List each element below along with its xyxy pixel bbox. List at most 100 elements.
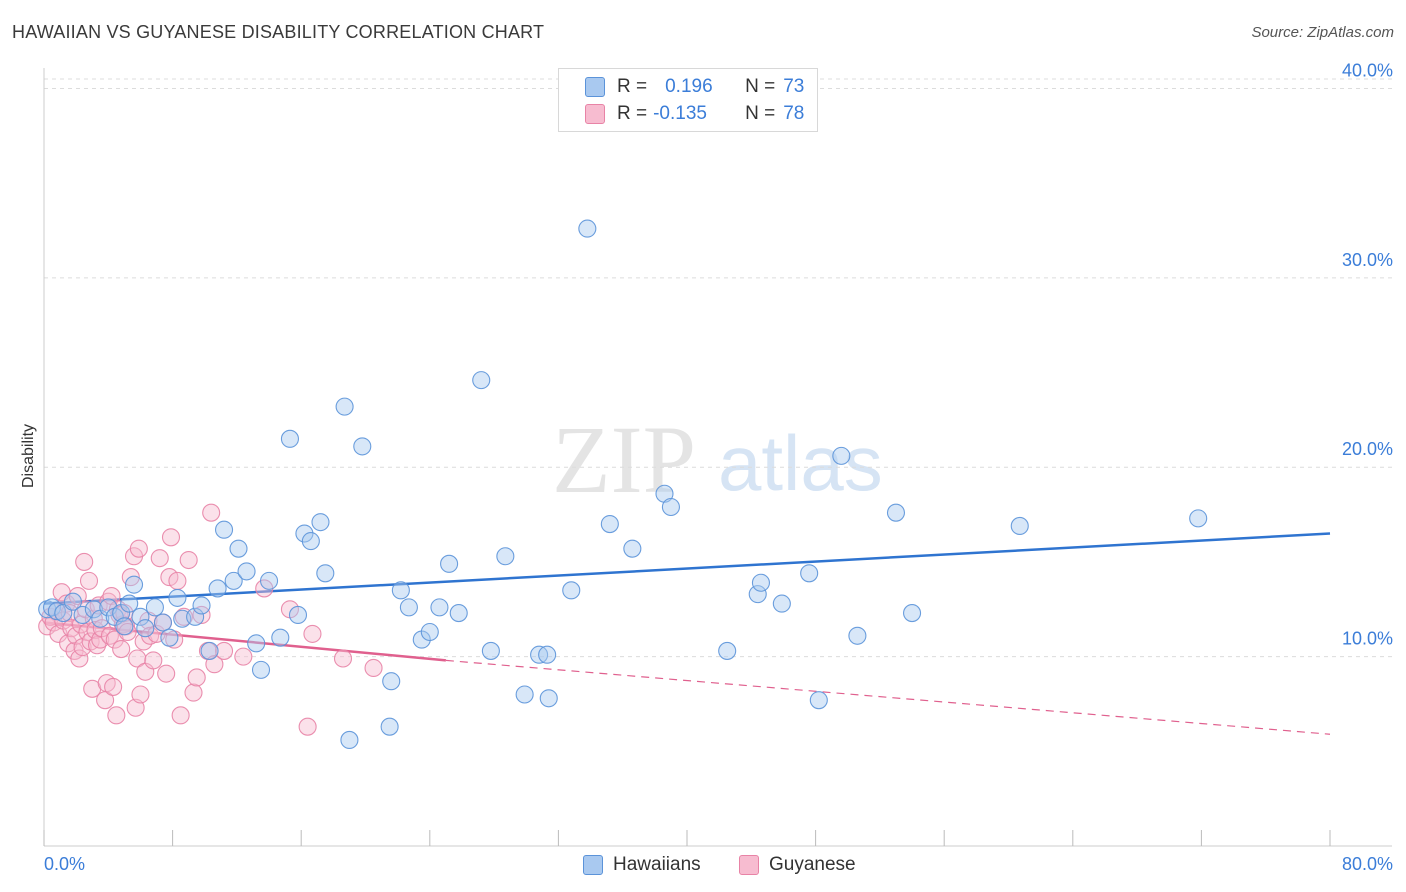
guyanese-point <box>107 706 126 725</box>
hawaiians-point <box>200 641 219 660</box>
hawaiians-point <box>449 604 468 623</box>
hawaiians-point <box>751 573 770 592</box>
hawaiians-point <box>623 539 642 558</box>
hawaiians-point <box>832 446 851 465</box>
guyanese-point <box>168 571 187 590</box>
hawaiians-point <box>440 554 459 573</box>
guyanese-point <box>303 624 322 643</box>
watermark-zip: ZIP <box>552 406 696 513</box>
n-value-hawaiians: 73 <box>783 76 805 97</box>
hawaiians-point <box>600 514 619 534</box>
hawaiians-point <box>316 564 335 583</box>
hawaiians-point <box>63 592 82 611</box>
guyanese-point <box>179 550 198 570</box>
hawaiians-point <box>340 730 359 749</box>
hawaiians-point <box>301 532 320 551</box>
hawaiians-point <box>124 575 144 594</box>
hawaiians-point <box>382 672 401 691</box>
hawaiians-point <box>380 717 399 736</box>
guyanese-legend-swatch <box>739 855 759 875</box>
hawaiians-point <box>353 437 372 456</box>
hawaiians-point <box>420 622 439 642</box>
guyanese-point <box>202 503 221 522</box>
guyanese-point <box>234 647 253 666</box>
hawaiians-point <box>73 605 92 625</box>
guyanese-point <box>192 605 211 625</box>
guyanese-swatch <box>585 104 605 124</box>
guyanese-point <box>68 586 87 606</box>
guyanese-trend-extension <box>445 659 1331 735</box>
guyanese-point <box>187 668 206 687</box>
guyanese-point <box>214 641 234 660</box>
hawaiians-swatch <box>585 77 605 97</box>
hawaiians-point <box>120 594 139 613</box>
n-label: N = <box>745 76 776 97</box>
hawaiians-point <box>247 634 266 653</box>
guyanese-point <box>91 630 110 649</box>
guyanese-point <box>99 592 118 611</box>
hawaiians-point <box>481 641 500 660</box>
y-tick-label: 20.0% <box>1342 439 1393 459</box>
hawaiians-point <box>288 605 308 625</box>
guyanese-legend-label: Guyanese <box>769 854 856 875</box>
hawaiians-point <box>251 660 271 679</box>
y-tick-label: 30.0% <box>1342 250 1393 270</box>
guyanese-trend-line <box>43 621 446 662</box>
hawaiians-point <box>515 685 534 704</box>
hawaiians-point <box>280 429 299 448</box>
hawaiians-legend-swatch <box>583 855 603 875</box>
hawaiians-point <box>886 503 906 522</box>
hawaiians-point <box>311 513 330 532</box>
guyanese-point <box>150 549 169 568</box>
r-value-hawaiians: 0.196 <box>665 76 713 97</box>
hawaiians-point <box>160 628 179 647</box>
hawaiians-point <box>237 562 256 581</box>
hawaiians-point <box>229 539 248 558</box>
tick-labels: 10.0% 20.0% 30.0% 40.0% 0.0% 80.0% <box>44 60 1393 874</box>
x-tick-label: 0.0% <box>44 854 85 874</box>
guyanese-point <box>131 685 150 704</box>
guyanese-point <box>87 636 107 655</box>
hawaiians-point <box>335 397 354 416</box>
hawaiians-point <box>718 641 737 660</box>
legend-item-guyanese: Guyanese <box>739 852 856 878</box>
guyanese-point <box>112 639 131 659</box>
hawaiians-point <box>224 571 243 590</box>
legend-item-hawaiians: Hawaiians <box>583 852 701 878</box>
hawaiians-point <box>259 571 279 590</box>
guyanese-point <box>79 571 99 590</box>
guyanese-point <box>70 649 89 668</box>
hawaiians-point <box>47 602 66 621</box>
guyanese-point <box>128 649 147 668</box>
hawaiians-point <box>562 581 581 600</box>
guyanese-point <box>171 706 190 725</box>
hawaiians-point <box>772 594 791 613</box>
hawaiians-point <box>145 598 164 617</box>
r-value-guyanese: -0.135 <box>653 103 707 124</box>
y-tick-label: 10.0% <box>1342 629 1393 649</box>
hawaiians-point <box>809 691 828 710</box>
hawaiians-point <box>848 626 867 645</box>
hawaiians-point <box>748 585 767 604</box>
hawaiians-point <box>136 619 155 638</box>
watermark-atlas: atlas <box>718 419 883 507</box>
hawaiians-point <box>902 604 922 623</box>
guyanese-point <box>364 658 383 678</box>
guyanese-point <box>333 649 353 668</box>
hawaiians-point <box>153 613 173 632</box>
hawaiians-point <box>115 617 134 636</box>
hawaiians-point <box>84 600 103 619</box>
hawaiians-point <box>399 598 418 617</box>
hawaiians-point <box>168 588 187 607</box>
trend-lines <box>43 532 1331 735</box>
n-label: N = <box>745 103 776 124</box>
hawaiians-trend-line <box>43 532 1331 605</box>
r-label: R = <box>617 76 648 97</box>
hawaiians-point <box>538 645 557 664</box>
r-label: R = <box>617 103 648 124</box>
y-axis-label: Disability <box>20 424 37 488</box>
chart-title: HAWAIIAN VS GUYANESE DISABILITY CORRELAT… <box>12 22 545 42</box>
hawaiians-point <box>1010 516 1029 535</box>
hawaiians-point <box>496 547 515 566</box>
